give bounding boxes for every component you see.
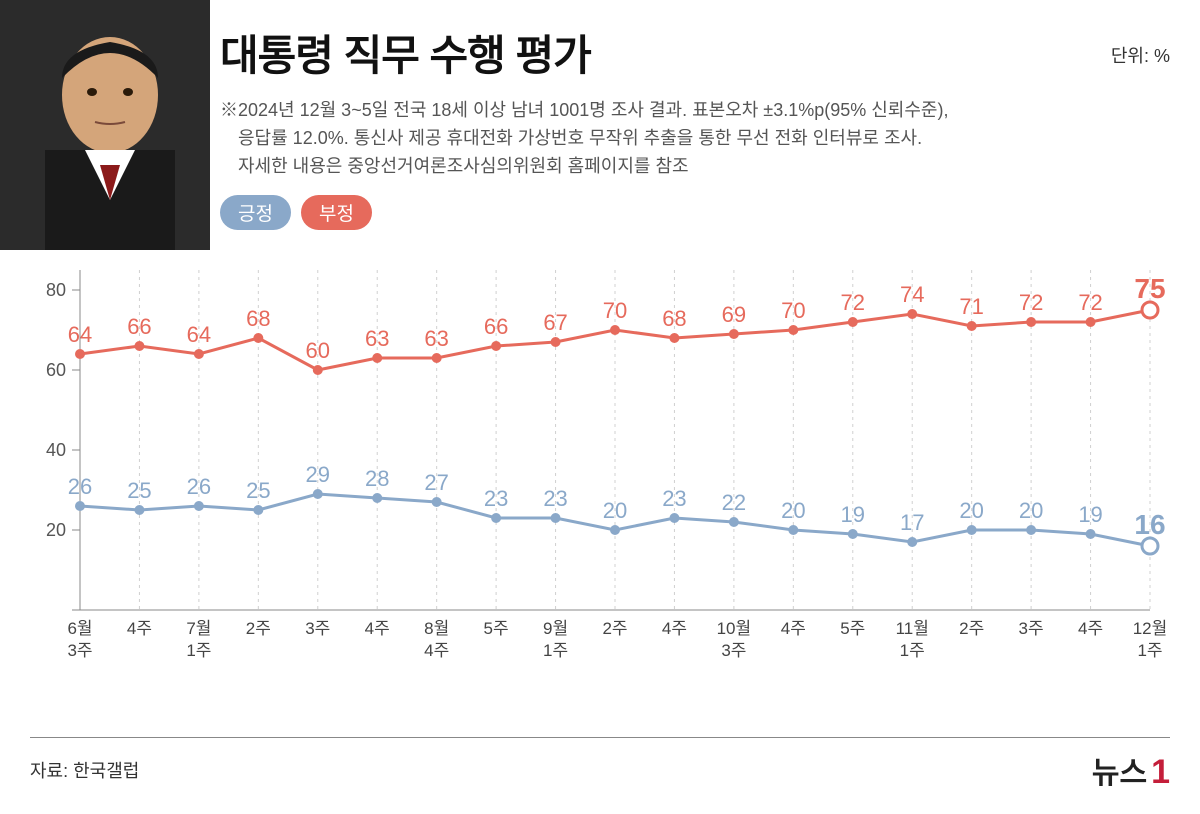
svg-text:63: 63 bbox=[424, 326, 448, 351]
svg-text:10월: 10월 bbox=[717, 619, 752, 638]
svg-text:23: 23 bbox=[484, 486, 508, 511]
svg-text:69: 69 bbox=[722, 302, 746, 327]
svg-text:5주: 5주 bbox=[484, 619, 509, 638]
svg-text:3주: 3주 bbox=[721, 641, 746, 660]
svg-text:1주: 1주 bbox=[186, 641, 211, 660]
brand-text: 뉴스 bbox=[1092, 748, 1147, 792]
svg-text:17: 17 bbox=[900, 510, 924, 535]
svg-text:22: 22 bbox=[722, 490, 746, 515]
brand-logo: 뉴스 1 bbox=[1092, 748, 1170, 792]
svg-text:4주: 4주 bbox=[365, 619, 390, 638]
legend-positive: 긍정 bbox=[220, 195, 291, 230]
svg-text:63: 63 bbox=[365, 326, 389, 351]
svg-text:67: 67 bbox=[543, 310, 567, 335]
svg-text:20: 20 bbox=[959, 498, 983, 523]
svg-text:6월: 6월 bbox=[67, 619, 92, 638]
svg-text:68: 68 bbox=[246, 306, 270, 331]
svg-text:4주: 4주 bbox=[1078, 619, 1103, 638]
svg-text:70: 70 bbox=[781, 298, 805, 323]
svg-text:29: 29 bbox=[306, 462, 330, 487]
svg-text:25: 25 bbox=[246, 478, 270, 503]
survey-details: ※2024년 12월 3~5일 전국 18세 이상 남녀 1001명 조사 결과… bbox=[220, 97, 1170, 181]
svg-text:80: 80 bbox=[46, 280, 66, 300]
svg-text:40: 40 bbox=[46, 440, 66, 460]
svg-text:8월: 8월 bbox=[424, 619, 449, 638]
svg-text:3주: 3주 bbox=[1019, 619, 1044, 638]
subtitle-line: 자세한 내용은 중앙선거여론조사심의위원회 홈페이지를 참조 bbox=[220, 153, 1170, 181]
svg-text:12월: 12월 bbox=[1133, 619, 1168, 638]
svg-text:3주: 3주 bbox=[67, 641, 92, 660]
svg-text:20: 20 bbox=[781, 498, 805, 523]
approval-chart: 20 40 60 80 6월 3주 4주 7월 1주 2주 3주 4주 8월 4주 5주 9월 1주 2주 4주 10… bbox=[30, 250, 1170, 700]
svg-text:60: 60 bbox=[46, 360, 66, 380]
footer: 자료: 한국갤럽 뉴스 1 bbox=[30, 737, 1170, 792]
svg-text:72: 72 bbox=[1078, 290, 1102, 315]
svg-text:23: 23 bbox=[662, 486, 686, 511]
svg-text:75: 75 bbox=[1134, 273, 1165, 304]
svg-text:4주: 4주 bbox=[127, 619, 152, 638]
svg-text:70: 70 bbox=[603, 298, 627, 323]
svg-text:71: 71 bbox=[959, 294, 983, 319]
subtitle-line: ※2024년 12월 3~5일 전국 18세 이상 남녀 1001명 조사 결과… bbox=[220, 97, 1170, 125]
svg-text:28: 28 bbox=[365, 466, 389, 491]
svg-text:4주: 4주 bbox=[662, 619, 687, 638]
svg-text:11월: 11월 bbox=[896, 619, 929, 638]
svg-text:16: 16 bbox=[1134, 509, 1165, 540]
header: 대통령 직무 수행 평가 단위: % ※2024년 12월 3~5일 전국 18… bbox=[220, 22, 1170, 181]
svg-text:1주: 1주 bbox=[543, 641, 568, 660]
svg-text:4주: 4주 bbox=[781, 619, 806, 638]
svg-text:19: 19 bbox=[841, 502, 865, 527]
svg-text:2주: 2주 bbox=[602, 619, 627, 638]
svg-text:20: 20 bbox=[46, 520, 66, 540]
legend: 긍정 부정 bbox=[220, 195, 372, 230]
svg-text:26: 26 bbox=[187, 474, 211, 499]
svg-text:9월: 9월 bbox=[543, 619, 568, 638]
svg-text:2주: 2주 bbox=[959, 619, 984, 638]
svg-text:64: 64 bbox=[68, 322, 92, 347]
svg-text:26: 26 bbox=[68, 474, 92, 499]
svg-text:23: 23 bbox=[543, 486, 567, 511]
unit-label: 단위: % bbox=[1111, 42, 1170, 68]
svg-text:4주: 4주 bbox=[424, 641, 449, 660]
svg-text:1주: 1주 bbox=[1137, 641, 1162, 660]
chart-title: 대통령 직무 수행 평가 bbox=[220, 22, 1170, 83]
svg-text:5주: 5주 bbox=[840, 619, 865, 638]
brand-number: 1 bbox=[1151, 753, 1170, 792]
svg-text:66: 66 bbox=[127, 314, 151, 339]
svg-text:1주: 1주 bbox=[900, 641, 925, 660]
svg-text:74: 74 bbox=[900, 282, 924, 307]
svg-text:72: 72 bbox=[1019, 290, 1043, 315]
source-label: 자료: 한국갤럽 bbox=[30, 757, 139, 783]
svg-text:27: 27 bbox=[424, 470, 448, 495]
legend-negative: 부정 bbox=[301, 195, 372, 230]
svg-text:25: 25 bbox=[127, 478, 151, 503]
svg-text:7월: 7월 bbox=[186, 619, 211, 638]
svg-text:3주: 3주 bbox=[305, 619, 330, 638]
portrait-photo bbox=[0, 0, 210, 250]
svg-text:60: 60 bbox=[306, 338, 330, 363]
svg-text:20: 20 bbox=[603, 498, 627, 523]
svg-text:68: 68 bbox=[662, 306, 686, 331]
svg-text:72: 72 bbox=[841, 290, 865, 315]
subtitle-line: 응답률 12.0%. 통신사 제공 휴대전화 가상번호 무작위 추출을 통한 무… bbox=[220, 125, 1170, 153]
svg-text:20: 20 bbox=[1019, 498, 1043, 523]
svg-text:2주: 2주 bbox=[246, 619, 271, 638]
svg-text:19: 19 bbox=[1078, 502, 1102, 527]
svg-text:64: 64 bbox=[187, 322, 211, 347]
svg-text:66: 66 bbox=[484, 314, 508, 339]
